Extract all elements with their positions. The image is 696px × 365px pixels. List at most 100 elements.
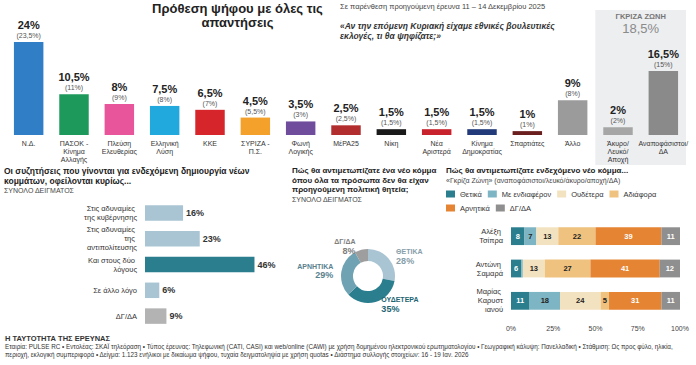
svg-text:1%: 1% [519,108,535,120]
svg-text:Ουδέτερα: Ουδέτερα [571,190,604,199]
svg-text:Αρνητικά: Αρνητικά [460,204,490,213]
svg-text:(2,5%): (2,5%) [336,115,357,123]
svg-text:Λύση: Λύση [156,148,173,156]
svg-text:35%: 35% [381,304,399,314]
svg-text:22: 22 [573,232,581,241]
svg-text:9%: 9% [169,311,182,321]
svg-text:Και στους δύο: Και στους δύο [88,256,137,265]
svg-text:Στις αδυναμίες: Στις αδυναμίες [87,204,137,213]
svg-text:Μαρίας: Μαρίας [476,287,503,296]
svg-text:λόγους: λόγους [114,265,138,274]
svg-text:0%: 0% [506,325,516,332]
svg-text:Τσίπρα: Τσίπρα [479,236,503,245]
svg-text:Ελευθερίας: Ελευθερίας [102,148,138,156]
svg-text:ΜέΡΑ25: ΜέΡΑ25 [333,140,359,147]
svg-text:Αναποφάσιστοι/: Αναποφάσιστοι/ [639,140,689,148]
svg-text:6: 6 [514,264,518,273]
svg-text:(9%): (9%) [112,94,127,102]
svg-text:8%: 8% [111,81,127,93]
svg-text:Αλέξη: Αλέξη [481,227,503,236]
svg-text:Ελληνική: Ελληνική [151,140,179,148]
svg-text:Σε άλλο λόγο: Σε άλλο λόγο [93,286,137,295]
svg-text:(15%): (15%) [654,61,673,69]
svg-text:ΔΓ/ΔΑ: ΔΓ/ΔΑ [116,312,137,321]
svg-text:9%: 9% [565,77,581,89]
svg-text:Νέα: Νέα [431,140,443,147]
svg-text:6,5%: 6,5% [197,87,222,99]
svg-text:13: 13 [530,264,538,273]
svg-text:Κίνημα: Κίνημα [471,140,493,148]
svg-text:(8%): (8%) [157,96,172,104]
svg-text:5: 5 [603,296,607,305]
svg-text:Νίκη: Νίκη [384,140,398,148]
svg-text:8%: 8% [343,246,356,256]
svg-text:27: 27 [563,264,571,273]
svg-text:16,5%: 16,5% [648,48,679,60]
svg-text:ΘΕΤΙΚΑ: ΘΕΤΙΚΑ [396,248,422,255]
svg-text:11: 11 [667,296,675,305]
svg-text:ΔΑ: ΔΑ [659,148,669,155]
svg-text:της: της [124,234,137,243]
svg-text:Αντώνη: Αντώνη [476,260,503,269]
svg-text:(5,5%): (5,5%) [245,108,266,116]
svg-text:Δημοκρατίας: Δημοκρατίας [462,148,502,156]
svg-text:11: 11 [516,296,524,305]
svg-text:Πλεύση: Πλεύση [107,140,131,148]
svg-text:4,5%: 4,5% [243,95,268,107]
svg-text:46%: 46% [257,260,275,270]
svg-text:(7%): (7%) [203,100,218,108]
svg-text:ΠΑΣΟΚ -: ΠΑΣΟΚ - [60,140,89,147]
svg-text:ιανού: ιανού [485,305,503,314]
svg-text:39: 39 [624,232,632,241]
svg-text:Φωνή: Φωνή [291,140,310,148]
svg-text:10,5%: 10,5% [58,71,89,83]
svg-text:ΑΡΝΗΤΙΚΑ: ΑΡΝΗΤΙΚΑ [297,263,333,270]
svg-text:1,5%: 1,5% [424,106,449,118]
svg-text:ΔΓ/ΔΑ: ΔΓ/ΔΑ [510,204,531,213]
svg-text:28%: 28% [396,256,414,266]
svg-text:18,5%: 18,5% [622,21,659,36]
svg-text:8: 8 [516,232,520,241]
svg-text:(1%): (1%) [520,121,535,129]
svg-text:(1,5%): (1,5%) [381,119,402,127]
svg-text:ΚΚΕ: ΚΚΕ [203,140,217,147]
svg-text:Αδιάφορα: Αδιάφορα [624,190,657,199]
svg-text:29%: 29% [315,270,333,280]
svg-text:25%: 25% [546,325,560,332]
svg-text:31: 31 [631,296,639,305]
svg-text:7,5%: 7,5% [152,83,177,95]
svg-text:41: 41 [621,264,629,273]
svg-text:της κυβέρνησης: της κυβέρνησης [84,213,137,222]
svg-text:2,5%: 2,5% [333,102,358,114]
svg-text:16%: 16% [186,208,204,218]
svg-text:Π.Σ.: Π.Σ. [249,148,262,155]
svg-text:Σπαρτιάτες: Σπαρτιάτες [510,140,545,148]
svg-text:Με ενδιαφέρον: Με ενδιαφέρον [502,190,552,199]
svg-text:50%: 50% [588,325,602,332]
svg-text:18: 18 [541,296,549,305]
svg-text:αντιπολίτευσης: αντιπολίτευσης [87,243,137,252]
svg-text:(23,5%): (23,5%) [16,32,41,40]
svg-text:(3%): (3%) [293,111,308,119]
svg-text:Άλλο: Άλλο [565,140,581,147]
svg-text:Λογικής: Λογικής [288,148,313,156]
svg-text:11: 11 [667,232,675,241]
svg-text:Στις αδυναμίες: Στις αδυναμίες [87,225,137,234]
svg-text:ΣΥΡΙΖΑ -: ΣΥΡΙΖΑ - [241,140,270,147]
svg-text:6%: 6% [162,285,175,295]
svg-text:1,5%: 1,5% [379,106,404,118]
svg-text:Αποχή: Αποχή [608,156,629,164]
svg-text:75%: 75% [631,325,645,332]
svg-text:Κίνημα: Κίνημα [63,148,85,156]
svg-text:23%: 23% [203,234,221,244]
svg-text:12: 12 [666,264,674,273]
svg-text:3,5%: 3,5% [288,98,313,110]
svg-text:Λευκό/: Λευκό/ [608,148,629,155]
svg-text:Καρυστ: Καρυστ [478,296,503,305]
svg-text:(11%): (11%) [65,84,83,92]
svg-text:ΟΥΔΕΤΕΡΑ: ΟΥΔΕΤΕΡΑ [381,296,418,303]
svg-text:(1,5%): (1,5%) [472,119,493,127]
svg-text:13: 13 [543,232,551,241]
svg-text:100%: 100% [671,325,689,332]
svg-text:ΓΚΡΙΖΑ ΖΩΝΗ: ΓΚΡΙΖΑ ΖΩΝΗ [615,12,666,21]
